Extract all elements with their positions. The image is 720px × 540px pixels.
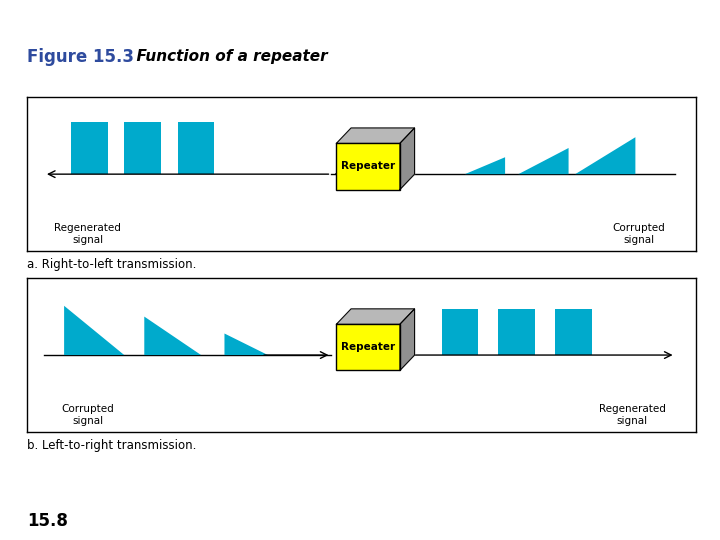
Polygon shape — [64, 306, 125, 355]
Text: Function of a repeater: Function of a repeater — [126, 49, 328, 64]
Polygon shape — [400, 309, 415, 370]
Bar — [555, 309, 592, 355]
Text: Regenerated
signal: Regenerated signal — [598, 404, 665, 426]
Bar — [336, 324, 400, 370]
Text: Regenerated
signal: Regenerated signal — [54, 224, 121, 245]
Polygon shape — [336, 309, 415, 324]
Polygon shape — [144, 316, 201, 355]
Text: Repeater: Repeater — [341, 161, 395, 172]
Text: Corrupted
signal: Corrupted signal — [612, 224, 665, 245]
Polygon shape — [518, 148, 569, 174]
Text: a. Right-to-left transmission.: a. Right-to-left transmission. — [27, 258, 197, 271]
Polygon shape — [225, 334, 268, 355]
Bar — [441, 309, 478, 355]
Polygon shape — [465, 157, 505, 174]
Bar — [178, 122, 215, 174]
Text: Repeater: Repeater — [341, 342, 395, 353]
Polygon shape — [336, 128, 415, 143]
Text: b. Left-to-right transmission.: b. Left-to-right transmission. — [27, 439, 197, 452]
Polygon shape — [400, 128, 415, 190]
Text: Figure 15.3: Figure 15.3 — [27, 48, 135, 66]
Bar — [125, 122, 161, 174]
Bar — [71, 122, 107, 174]
Text: 15.8: 15.8 — [27, 512, 68, 530]
Polygon shape — [575, 137, 635, 174]
Bar — [498, 309, 535, 355]
Text: Corrupted
signal: Corrupted signal — [61, 404, 114, 426]
Bar — [336, 143, 400, 190]
